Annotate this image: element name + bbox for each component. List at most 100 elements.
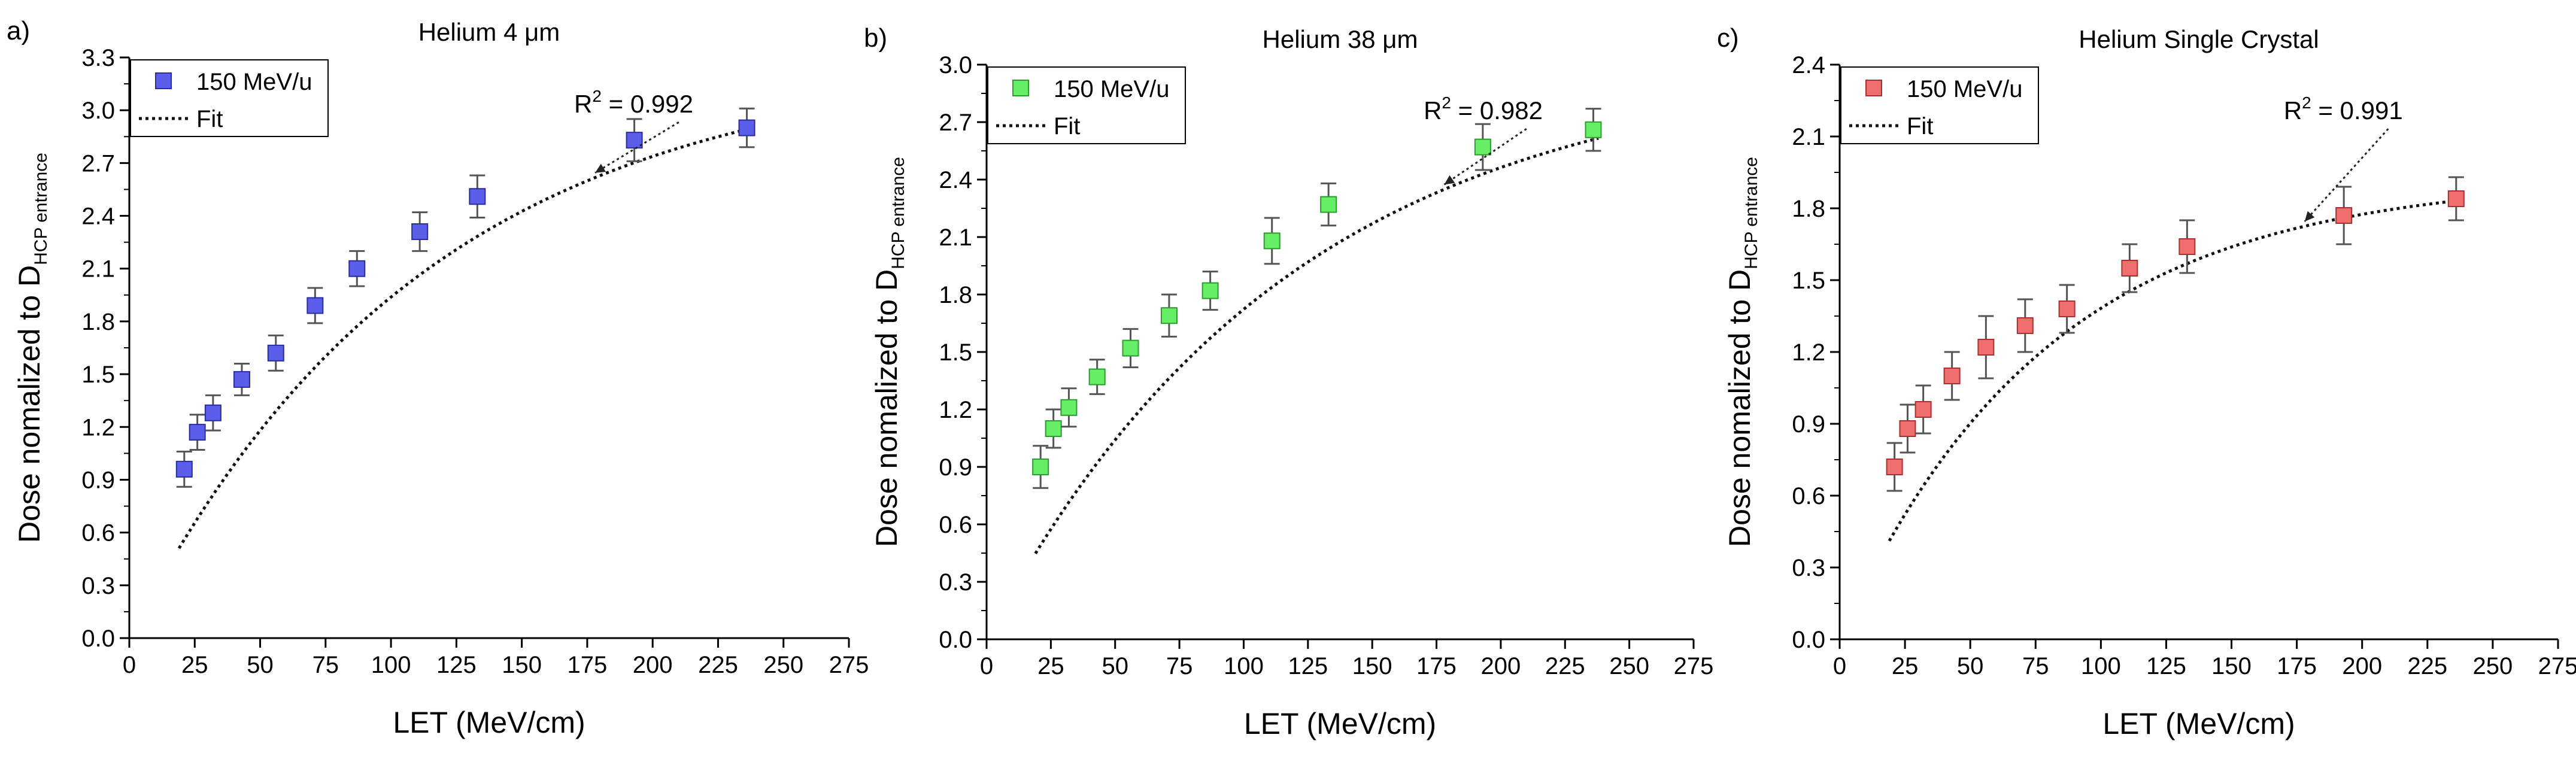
data-point: [1045, 420, 1062, 437]
y-tick-label: 1.2: [1792, 339, 1825, 366]
y-axis-title: Dose nomalized to DHCP entrance: [1723, 157, 1761, 547]
y-tick-label: 3.3: [81, 45, 115, 71]
y-tick-label: 0.3: [1792, 555, 1825, 581]
y-tick-label: 1.5: [81, 362, 115, 388]
y-tick-label: 0.9: [81, 467, 115, 493]
data-point: [1320, 196, 1337, 213]
x-axis-title: LET (MeV/cm): [2102, 707, 2295, 740]
y-tick-label: 2.1: [939, 224, 972, 251]
x-tick-label: 150: [1352, 653, 1392, 679]
x-tick-label: 275: [1674, 653, 1714, 679]
x-tick-label: 225: [698, 652, 738, 678]
data-point: [2178, 238, 2196, 255]
legend: 150 MeV/u Fit: [1840, 66, 2039, 144]
y-tick-label: 2.7: [939, 110, 972, 136]
y-axis-title-main: Dose nomalized to D: [1723, 269, 1756, 547]
legend-fit-label: Fit: [1054, 113, 1080, 139]
data-point: [204, 404, 222, 421]
y-tick-label: 1.8: [1792, 196, 1825, 222]
r-squared-symbol: R: [1424, 96, 1442, 125]
y-tick-label: 1.8: [81, 309, 115, 335]
y-tick-label: 1.8: [939, 282, 972, 308]
x-tick-label: 50: [1102, 653, 1128, 679]
y-tick-label: 1.5: [939, 339, 972, 366]
x-tick-label: 175: [568, 652, 608, 678]
legend-marker: [1012, 80, 1029, 96]
y-axis-title-subscript: HCP entrance: [1741, 157, 1761, 269]
data-point: [1585, 121, 1602, 138]
r-squared-arrowhead: [2304, 211, 2315, 221]
data-point: [1160, 307, 1178, 324]
y-tick-label: 0.6: [81, 520, 115, 547]
r-squared-value: = 0.991: [2311, 96, 2403, 125]
y-tick-label: 2.4: [81, 204, 115, 230]
x-tick-label: 75: [2022, 653, 2049, 679]
data-point: [411, 223, 429, 240]
x-tick-label: 100: [1224, 653, 1264, 679]
y-tick-label: 1.2: [939, 397, 972, 423]
x-tick-label: 250: [2473, 653, 2513, 679]
chart-panel-2: 0 25 50 75 100 125 150 175 200 225 250 275 0.0 0.3 0.6…: [864, 23, 1713, 740]
x-axis-title: LET (MeV/cm): [393, 706, 585, 739]
data-point: [2058, 300, 2076, 317]
x-tick-label: 150: [2211, 653, 2252, 679]
y-axis-title: Dose nomalized to DHCP entrance: [13, 153, 51, 543]
x-tick-label: 0: [980, 653, 993, 679]
data-point: [233, 371, 250, 388]
x-tick-label: 225: [1545, 653, 1585, 679]
legend-series-label: 150 MeV/u: [1907, 76, 2022, 102]
y-tick-label: 1.2: [81, 414, 115, 441]
data-point: [189, 424, 206, 441]
r-squared-arrowhead: [1444, 175, 1455, 185]
r-squared-value: = 0.982: [1451, 96, 1543, 125]
data-point: [2447, 190, 2465, 207]
r-squared-label: R2 = 0.992: [574, 87, 693, 118]
r-squared-superscript: 2: [1442, 93, 1451, 112]
y-tick-label: 3.0: [939, 52, 972, 78]
x-tick-label: 0: [1833, 653, 1846, 679]
y-axis-title-subscript: HCP entrance: [31, 153, 51, 265]
x-tick-label: 200: [2342, 653, 2382, 679]
y-tick-label: 0.6: [1792, 483, 1825, 509]
x-tick-label: 125: [2146, 653, 2186, 679]
legend: 150 MeV/u Fit: [130, 59, 329, 137]
legend-series-label: 150 MeV/u: [196, 69, 312, 95]
legend: 150 MeV/u Fit: [987, 66, 1186, 144]
r-squared-symbol: R: [2284, 96, 2302, 125]
fit-curve: [177, 126, 753, 550]
x-tick-label: 25: [181, 652, 208, 678]
y-axis-title: Dose nomalized to DHCP entrance: [870, 157, 908, 547]
fit-curve: [1034, 136, 1599, 555]
fit-curve: [1888, 199, 2462, 542]
r-squared-arrowhead: [595, 163, 606, 173]
chart-panel-3: 0 25 50 75 100 125 150 175 200 225 250 275 0.0 0.3 0.6…: [1717, 23, 2576, 740]
r-squared-arrow: [594, 121, 679, 174]
y-tick-label: 2.7: [81, 150, 115, 177]
panel-label: a): [7, 16, 30, 45]
x-tick-label: 50: [1957, 653, 1984, 679]
data-point: [738, 119, 755, 136]
data-point: [1943, 368, 1961, 384]
data-point: [1201, 282, 1219, 299]
r-squared-value: = 0.992: [602, 90, 693, 118]
y-axis-title-subscript: HCP entrance: [888, 157, 908, 269]
y-tick-label: 0.9: [1792, 411, 1825, 438]
y-axis-title-main: Dose nomalized to D: [870, 269, 903, 547]
x-tick-label: 200: [633, 652, 673, 678]
legend-series-label: 150 MeV/u: [1054, 76, 1169, 102]
r-squared-label: R2 = 0.991: [2284, 93, 2403, 125]
data-point: [1263, 232, 1281, 250]
panel-title: Helium 38 μm: [1263, 25, 1418, 53]
data-point: [1886, 459, 1903, 475]
x-axis-title: LET (MeV/cm): [1244, 707, 1436, 740]
legend-fit-label: Fit: [1907, 113, 1933, 139]
y-tick-label: 0.0: [81, 626, 115, 652]
panel-title: Helium Single Crystal: [2079, 25, 2319, 53]
x-tick-label: 100: [2081, 653, 2121, 679]
data-point: [2335, 207, 2353, 224]
y-axis-title-main: Dose nomalized to D: [13, 265, 46, 543]
x-tick-label: 175: [1416, 653, 1457, 679]
x-tick-label: 275: [829, 652, 869, 678]
r-squared-label: R2 = 0.982: [1424, 93, 1543, 125]
y-tick-label: 2.4: [1792, 52, 1825, 78]
